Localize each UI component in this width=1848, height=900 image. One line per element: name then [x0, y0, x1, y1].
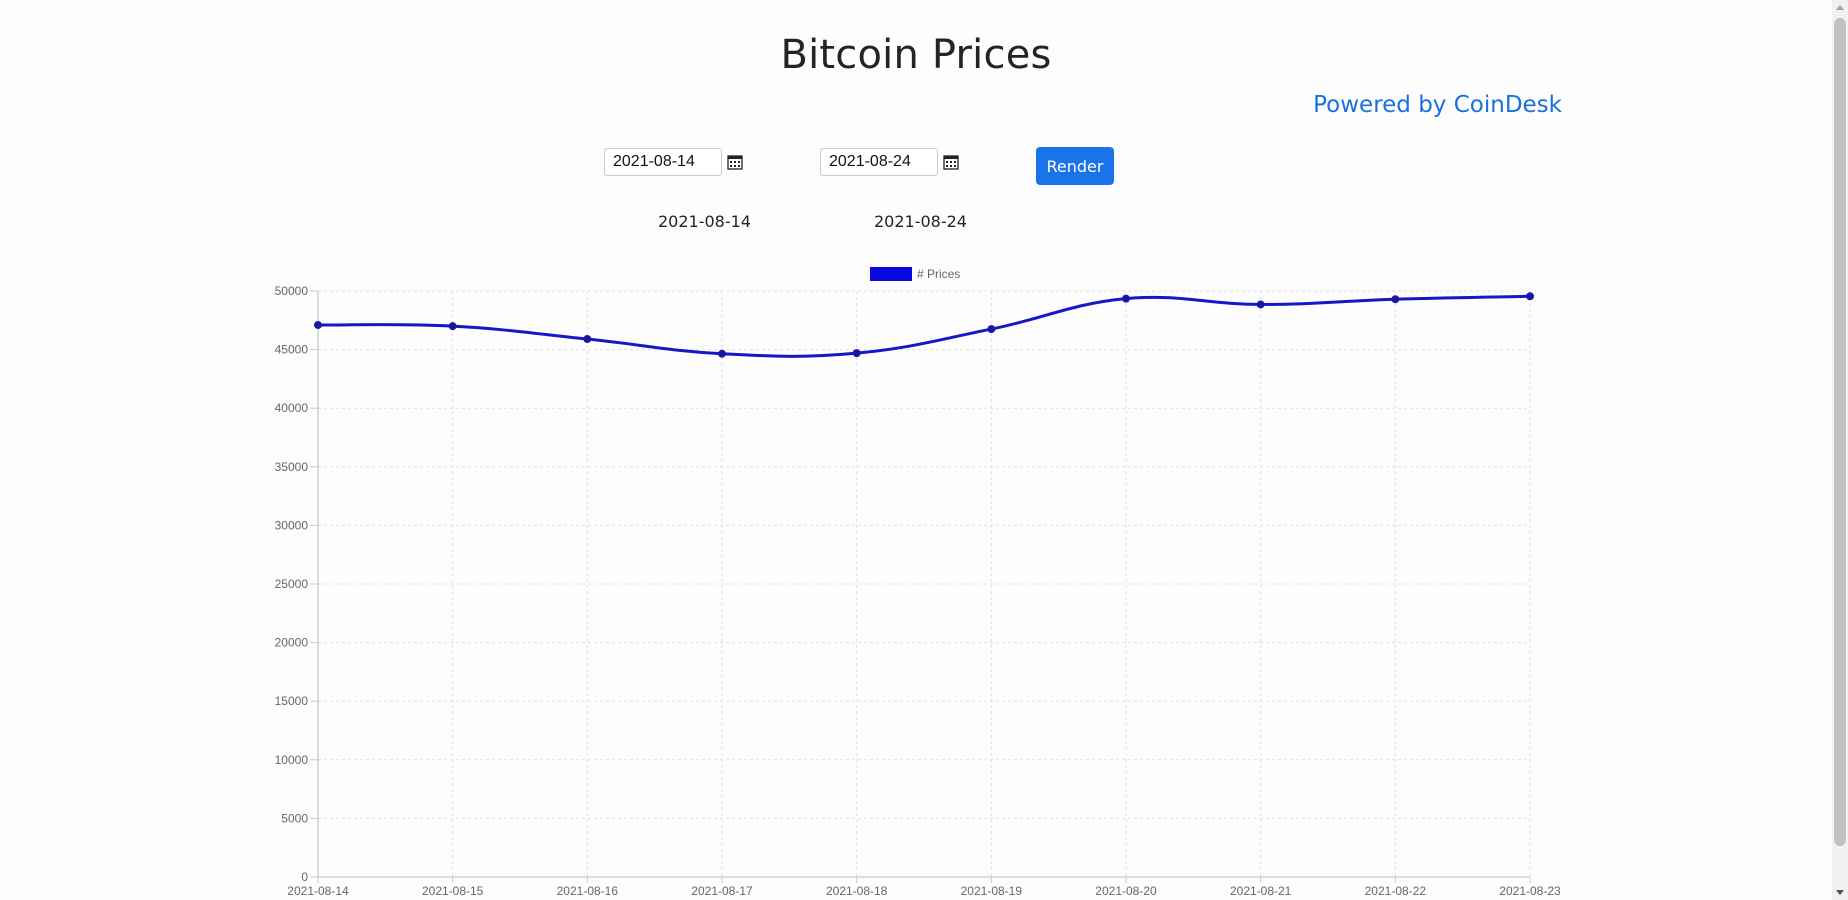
y-tick-label: 15000 [275, 694, 309, 708]
y-tick-label: 30000 [275, 518, 309, 532]
x-tick-label: 2021-08-15 [422, 884, 484, 898]
y-tick-label: 35000 [275, 460, 309, 474]
scroll-up-arrow-icon[interactable] [1836, 5, 1844, 10]
start-date-input[interactable] [604, 148, 722, 176]
x-tick-label: 2021-08-17 [691, 884, 753, 898]
vertical-scrollbar[interactable] [1832, 0, 1848, 900]
calendar-icon[interactable] [943, 154, 959, 170]
data-point [448, 322, 457, 331]
x-tick-label: 2021-08-21 [1230, 884, 1292, 898]
x-tick-label: 2021-08-18 [826, 884, 888, 898]
data-point [987, 325, 996, 334]
data-point [1122, 294, 1130, 303]
start-date-picker [604, 147, 743, 177]
x-tick-label: 2021-08-14 [287, 884, 349, 898]
x-tick-label: 2021-08-19 [961, 884, 1023, 898]
x-tick-label: 2021-08-22 [1365, 884, 1427, 898]
calendar-icon[interactable] [727, 154, 743, 170]
data-point [583, 335, 592, 344]
chart-legend[interactable]: # Prices [870, 267, 960, 281]
legend-label: # Prices [917, 267, 961, 281]
render-button[interactable]: Render [1036, 147, 1114, 185]
series-line-prices [317, 294, 1531, 358]
y-tick-label: 40000 [275, 401, 309, 415]
data-point [1391, 295, 1400, 304]
page-title: Bitcoin Prices [780, 32, 1052, 78]
powered-by-coindesk-link[interactable]: Powered by CoinDesk [1313, 92, 1562, 118]
y-tick-label: 25000 [275, 577, 309, 591]
y-tick-label: 45000 [275, 343, 309, 357]
legend-swatch [870, 267, 912, 281]
selected-end-date: 2021-08-24 [874, 212, 967, 231]
x-tick-label: 2021-08-16 [557, 884, 619, 898]
x-tick-label: 2021-08-23 [1499, 884, 1561, 898]
scroll-down-arrow-icon[interactable] [1836, 890, 1844, 895]
end-date-picker [820, 147, 959, 177]
data-point [852, 349, 861, 358]
scrollbar-thumb[interactable] [1834, 18, 1846, 846]
y-tick-label: 0 [301, 870, 308, 884]
y-tick-label: 5000 [281, 811, 308, 825]
y-tick-label: 20000 [275, 636, 309, 650]
data-point [1256, 300, 1265, 309]
y-tick-label: 50000 [275, 284, 309, 298]
y-tick-label: 10000 [275, 753, 309, 767]
selected-start-date: 2021-08-14 [658, 212, 751, 231]
data-point [314, 320, 322, 329]
x-tick-label: 2021-08-20 [1095, 884, 1157, 898]
end-date-input[interactable] [820, 148, 938, 176]
data-point [718, 349, 726, 358]
data-point [1526, 292, 1534, 301]
